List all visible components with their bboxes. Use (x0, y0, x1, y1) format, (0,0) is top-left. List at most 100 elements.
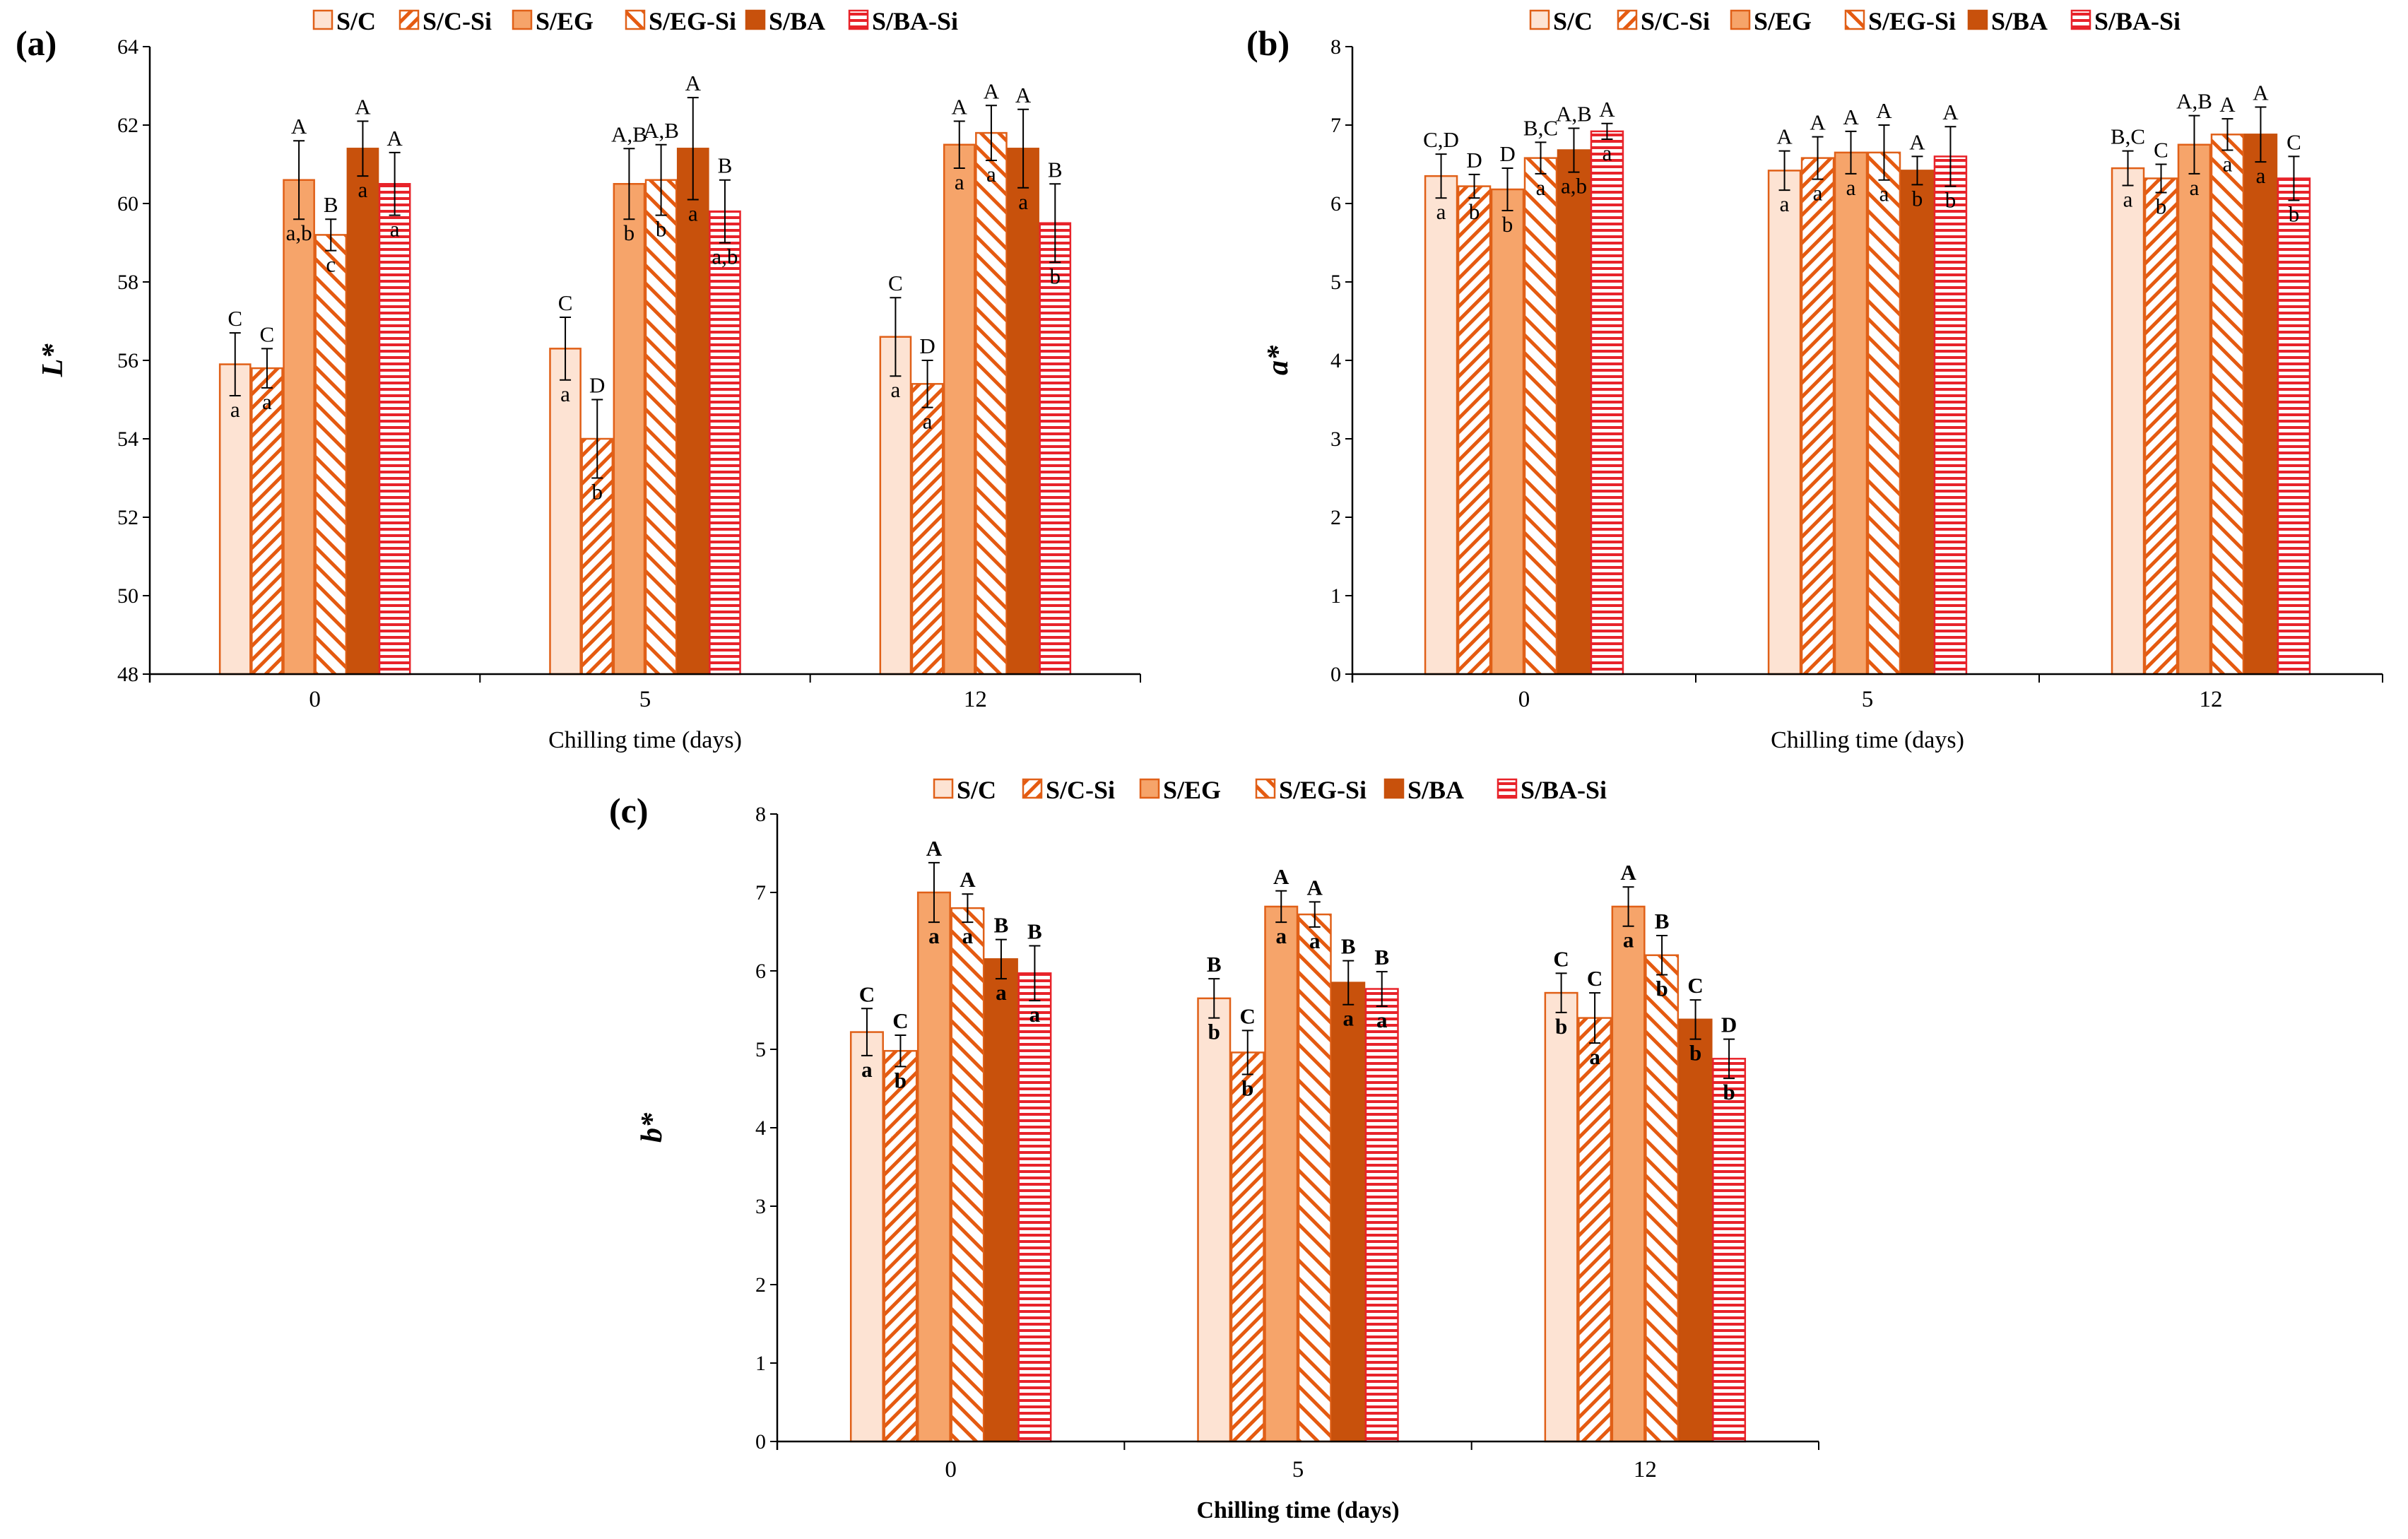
lower-letter-label: a (1536, 175, 1546, 200)
bar (1611, 905, 1646, 1443)
y-tick-label: 0 (755, 1430, 766, 1454)
lower-letter-label: a (955, 170, 964, 194)
upper-letter-label: A (1015, 83, 1032, 107)
bar (314, 234, 348, 676)
lower-letter-label: a (923, 409, 933, 434)
upper-letter-label: A (1942, 100, 1959, 124)
y-tick-label: 5 (1330, 271, 1341, 294)
bar (1230, 1051, 1265, 1443)
upper-letter-label: D (919, 334, 935, 358)
bar (2144, 177, 2178, 676)
bar (975, 131, 1008, 676)
y-tick-label: 62 (117, 114, 138, 137)
y-tick-label: 54 (117, 428, 138, 451)
legend-label: S/BA-Si (872, 7, 958, 35)
upper-letter-label: A (1776, 124, 1793, 149)
upper-letter-label: C (859, 981, 875, 1006)
bar (950, 907, 985, 1443)
upper-letter-label: A (291, 114, 307, 138)
bar (1424, 175, 1458, 676)
lower-letter-label: a (1780, 191, 1790, 216)
lower-letter-label: b (1912, 186, 1923, 211)
bar (1490, 188, 1525, 676)
lower-letter-label: a (688, 201, 698, 225)
bar (1834, 151, 1868, 676)
lower-letter-label: a (1276, 924, 1287, 948)
lower-letter-label: a (996, 980, 1007, 1005)
upper-letter-label: A (1810, 110, 1826, 135)
bar (1364, 988, 1399, 1443)
legend-swatch (1730, 9, 1751, 30)
y-tick-label: 50 (117, 584, 138, 608)
upper-letter-label: A (1599, 97, 1615, 122)
y-tick-label: 3 (755, 1195, 766, 1218)
bar (984, 958, 1018, 1443)
upper-letter-label: C (2154, 138, 2168, 163)
legend-item: S/C-Si (1022, 776, 1115, 804)
bar (1197, 997, 1232, 1443)
legend-label: S/BA-Si (2094, 7, 2180, 35)
lower-letter-label: a (1309, 928, 1321, 953)
legend-swatch (625, 9, 646, 30)
x-tick-label: 12 (1634, 1457, 1657, 1482)
legend-label: S/BA-Si (1521, 776, 1607, 804)
lower-letter-label: a,b (712, 244, 738, 269)
y-tick-label: 58 (117, 271, 138, 294)
legend-item: S/EG (512, 7, 594, 35)
y-tick-label: 3 (1330, 428, 1341, 451)
lower-letter-label: b (591, 480, 603, 505)
legend-label: S/C-Si (423, 7, 492, 35)
upper-letter-label: A (1909, 129, 1925, 154)
lower-letter-label: a (1846, 175, 1856, 200)
legend-label: S/EG-Si (1279, 776, 1367, 804)
legend-label: S/EG (536, 7, 594, 35)
bar (1590, 130, 1624, 676)
legend-label: S/EG (1163, 776, 1221, 804)
bar (1678, 1018, 1713, 1443)
lower-letter-label: a (2190, 175, 2200, 200)
legend-label: S/C (336, 7, 376, 35)
lower-letter-label: a (262, 389, 272, 414)
lower-letter-label: b (1208, 1020, 1220, 1044)
bar (1007, 148, 1039, 676)
legend-label: S/EG-Si (1868, 7, 1956, 35)
y-tick-label: 5 (755, 1038, 766, 1061)
upper-letter-label: A (2253, 80, 2269, 105)
y-tick-label: 7 (1330, 114, 1341, 137)
lower-letter-label: b (2156, 194, 2167, 218)
lower-letter-label: a,b (1561, 174, 1587, 199)
legend-label: S/BA (769, 7, 825, 35)
lower-letter-label: a (2123, 187, 2133, 211)
lower-letter-label: b (1723, 1080, 1735, 1104)
lower-letter-label: c (326, 252, 336, 277)
lower-letter-label: a (358, 177, 368, 202)
upper-letter-label: B (1655, 909, 1670, 933)
upper-letter-label: D (1499, 141, 1515, 166)
bar (1933, 155, 1968, 676)
upper-letter-label: C (888, 271, 903, 295)
upper-letter-label: C (228, 306, 242, 331)
upper-letter-label: B (1048, 157, 1063, 182)
bar (1867, 151, 1901, 676)
legend-label: S/C (1553, 7, 1593, 35)
upper-letter-label: C (260, 322, 275, 346)
legend-item: S/BA-Si (848, 7, 958, 35)
bar (1523, 157, 1558, 676)
upper-letter-label: A,B (643, 118, 679, 143)
lower-letter-label: a,b (286, 220, 312, 245)
legend-item: S/BA (1383, 776, 1464, 804)
lower-letter-label: a (891, 377, 901, 402)
lower-letter-label: a (861, 1057, 873, 1082)
legend-swatch (933, 778, 954, 799)
legend-item: S/EG (1730, 7, 1812, 35)
y-tick-label: 56 (117, 349, 138, 372)
y-tick-label: 2 (1330, 506, 1341, 529)
lower-letter-label: a (1376, 1008, 1388, 1032)
bar (1017, 972, 1052, 1443)
y-axis-title: b* (636, 1112, 668, 1143)
y-tick-label: 8 (1330, 35, 1341, 59)
bar (676, 148, 709, 676)
panel-b: (b)S/C S/C-Si S/EG S/EG-Si S/BA S/BA-Si012345… (1246, 7, 2383, 753)
x-tick-label: 5 (1862, 687, 1874, 712)
upper-letter-label: C (892, 1008, 908, 1033)
